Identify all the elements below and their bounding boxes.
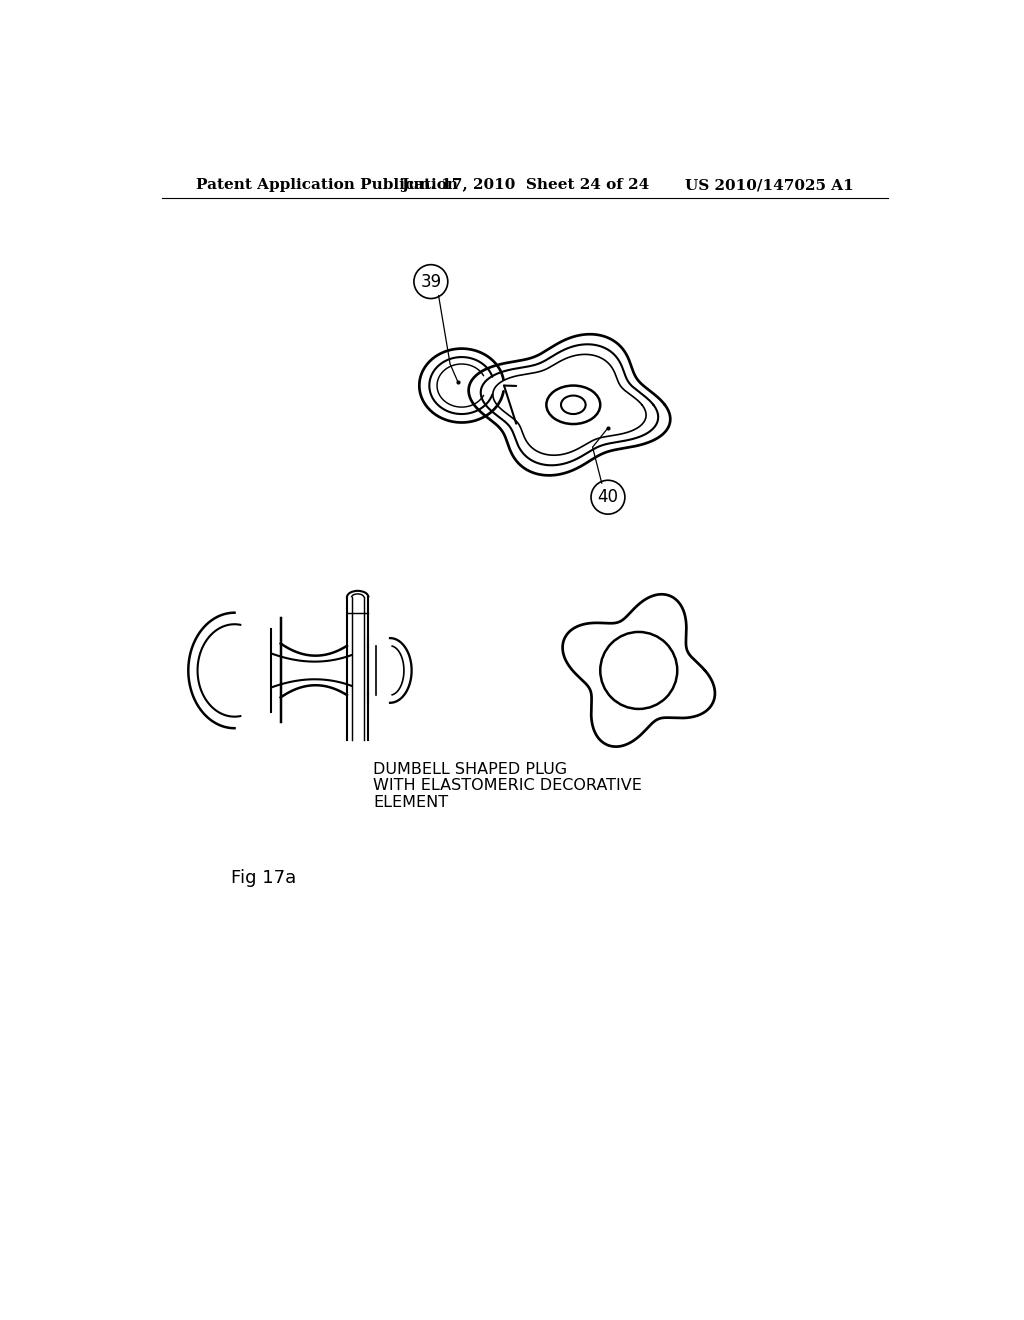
Text: Jun. 17, 2010  Sheet 24 of 24: Jun. 17, 2010 Sheet 24 of 24 — [400, 178, 649, 193]
Circle shape — [591, 480, 625, 515]
Text: Fig 17a: Fig 17a — [230, 870, 296, 887]
Text: DUMBELL SHAPED PLUG: DUMBELL SHAPED PLUG — [373, 762, 567, 776]
Text: WITH ELASTOMERIC DECORATIVE: WITH ELASTOMERIC DECORATIVE — [373, 779, 642, 793]
Text: Patent Application Publication: Patent Application Publication — [196, 178, 458, 193]
Text: US 2010/147025 A1: US 2010/147025 A1 — [685, 178, 854, 193]
Text: 40: 40 — [597, 488, 618, 506]
Text: ELEMENT: ELEMENT — [373, 796, 449, 810]
Circle shape — [414, 264, 447, 298]
Text: 39: 39 — [420, 273, 441, 290]
